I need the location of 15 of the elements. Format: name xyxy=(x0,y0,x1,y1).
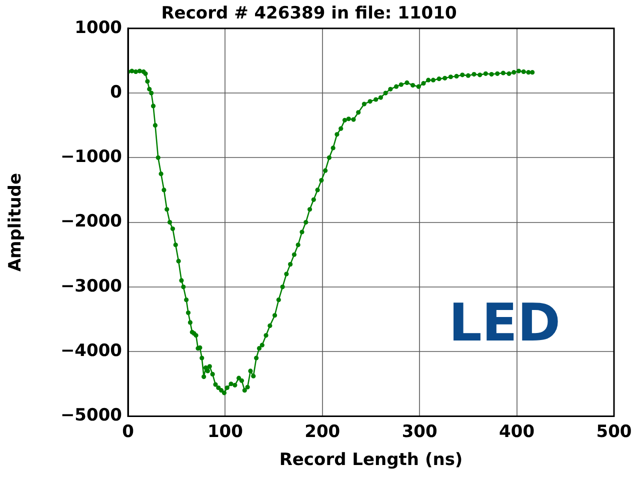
y-tick-label: 1000 xyxy=(74,18,122,38)
y-tick-label: −2000 xyxy=(60,212,122,232)
y-tick-label: −5000 xyxy=(60,406,122,426)
x-tick-label: 300 xyxy=(402,422,438,442)
y-tick-label: −4000 xyxy=(60,340,122,361)
x-tick-label: 400 xyxy=(499,422,535,442)
x-tick-label: 100 xyxy=(207,422,244,442)
x-tick-label: 200 xyxy=(304,422,340,442)
x-axis-title: Record Length (ns) xyxy=(279,450,463,470)
chart-title: Record # 426389 in file: 11010 xyxy=(161,4,457,24)
y-axis-title: Amplitude xyxy=(6,172,26,272)
y-tick-label: −3000 xyxy=(60,276,122,296)
y-tick-label: 0 xyxy=(110,82,122,102)
y-tick-label: −1000 xyxy=(60,147,122,168)
x-tick-label: 500 xyxy=(596,422,632,442)
